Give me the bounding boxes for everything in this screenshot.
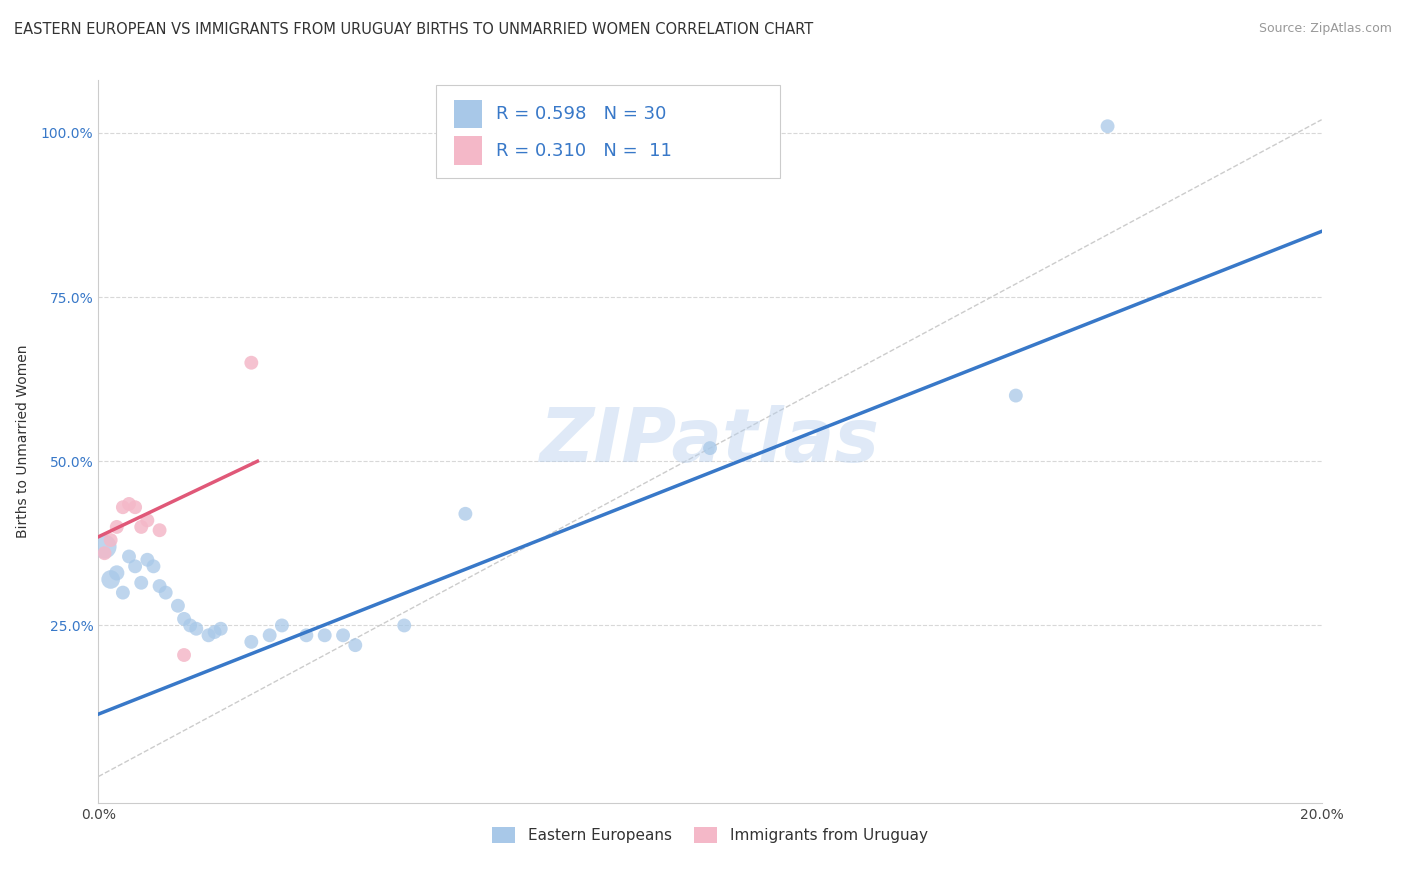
Point — [179, 618, 201, 632]
Point — [259, 628, 281, 642]
Point — [129, 575, 152, 590]
Point — [314, 628, 336, 642]
Point — [1004, 388, 1026, 402]
Point — [93, 546, 115, 560]
Legend: Eastern Europeans, Immigrants from Uruguay: Eastern Europeans, Immigrants from Urugu… — [486, 822, 934, 849]
Point — [136, 553, 159, 567]
Point — [197, 628, 219, 642]
Point — [699, 441, 721, 455]
Point — [142, 559, 165, 574]
Point — [124, 559, 146, 574]
Point — [149, 579, 172, 593]
Point — [204, 625, 226, 640]
Point — [111, 500, 134, 515]
Point — [295, 628, 318, 642]
Text: EASTERN EUROPEAN VS IMMIGRANTS FROM URUGUAY BIRTHS TO UNMARRIED WOMEN CORRELATIO: EASTERN EUROPEAN VS IMMIGRANTS FROM URUG… — [14, 22, 813, 37]
Point — [93, 540, 115, 554]
Point — [173, 612, 195, 626]
Point — [100, 573, 122, 587]
Point — [1097, 120, 1119, 134]
Point — [124, 500, 146, 515]
Point — [136, 513, 159, 527]
Point — [129, 520, 152, 534]
Point — [167, 599, 190, 613]
Point — [173, 648, 195, 662]
Point — [105, 566, 128, 580]
Text: R = 0.310   N =  11: R = 0.310 N = 11 — [496, 142, 672, 160]
Point — [155, 585, 177, 599]
Point — [149, 523, 172, 537]
Point — [240, 635, 263, 649]
Point — [332, 628, 354, 642]
Text: Source: ZipAtlas.com: Source: ZipAtlas.com — [1258, 22, 1392, 36]
Text: R = 0.598   N = 30: R = 0.598 N = 30 — [496, 105, 666, 123]
Y-axis label: Births to Unmarried Women: Births to Unmarried Women — [15, 345, 30, 538]
Point — [209, 622, 232, 636]
Point — [186, 622, 208, 636]
Point — [240, 356, 263, 370]
Point — [111, 585, 134, 599]
Point — [454, 507, 477, 521]
Point — [118, 549, 141, 564]
Point — [118, 497, 141, 511]
Point — [344, 638, 367, 652]
Point — [270, 618, 292, 632]
Point — [392, 618, 416, 632]
Point — [105, 520, 128, 534]
Point — [100, 533, 122, 547]
Text: ZIPatlas: ZIPatlas — [540, 405, 880, 478]
